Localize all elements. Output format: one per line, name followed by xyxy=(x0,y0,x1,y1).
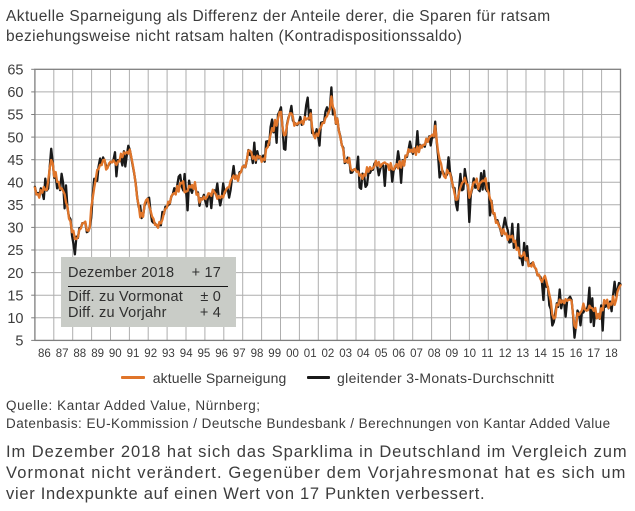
svg-text:15: 15 xyxy=(552,348,565,360)
svg-text:99: 99 xyxy=(268,348,281,360)
svg-text:06: 06 xyxy=(392,348,405,360)
svg-text:65: 65 xyxy=(7,63,23,79)
svg-text:07: 07 xyxy=(410,348,423,360)
svg-text:13: 13 xyxy=(516,348,529,360)
svg-text:5: 5 xyxy=(15,334,23,350)
svg-text:95: 95 xyxy=(198,348,211,360)
svg-text:88: 88 xyxy=(73,348,86,360)
svg-text:45: 45 xyxy=(7,153,23,169)
svg-text:14: 14 xyxy=(534,348,547,360)
svg-text:94: 94 xyxy=(180,348,193,360)
svg-text:89: 89 xyxy=(91,348,104,360)
svg-text:86: 86 xyxy=(38,348,51,360)
svg-text:87: 87 xyxy=(56,348,69,360)
svg-text:09: 09 xyxy=(446,348,459,360)
svg-text:97: 97 xyxy=(233,348,246,360)
svg-text:98: 98 xyxy=(251,348,264,360)
svg-text:10: 10 xyxy=(463,348,476,360)
svg-text:05: 05 xyxy=(375,348,388,360)
svg-text:30: 30 xyxy=(7,221,23,237)
svg-text:02: 02 xyxy=(322,348,335,360)
svg-text:15: 15 xyxy=(7,288,23,304)
svg-text:50: 50 xyxy=(7,130,23,146)
svg-text:60: 60 xyxy=(7,85,23,101)
svg-text:17: 17 xyxy=(587,348,600,360)
svg-text:11: 11 xyxy=(481,348,493,360)
svg-text:08: 08 xyxy=(428,348,441,360)
svg-text:40: 40 xyxy=(7,176,23,192)
svg-text:10: 10 xyxy=(7,311,23,327)
svg-text:90: 90 xyxy=(109,348,122,360)
svg-text:12: 12 xyxy=(499,348,512,360)
svg-text:35: 35 xyxy=(7,198,23,214)
svg-text:04: 04 xyxy=(357,348,370,360)
svg-text:25: 25 xyxy=(7,243,23,259)
svg-text:00: 00 xyxy=(286,348,299,360)
svg-text:93: 93 xyxy=(162,348,175,360)
svg-text:16: 16 xyxy=(570,348,583,360)
svg-text:18: 18 xyxy=(605,348,618,360)
svg-text:91: 91 xyxy=(127,348,140,360)
svg-text:92: 92 xyxy=(144,348,157,360)
svg-text:01: 01 xyxy=(304,348,317,360)
svg-text:55: 55 xyxy=(7,108,23,124)
svg-text:96: 96 xyxy=(215,348,228,360)
svg-text:20: 20 xyxy=(7,266,23,282)
svg-text:03: 03 xyxy=(339,348,352,360)
